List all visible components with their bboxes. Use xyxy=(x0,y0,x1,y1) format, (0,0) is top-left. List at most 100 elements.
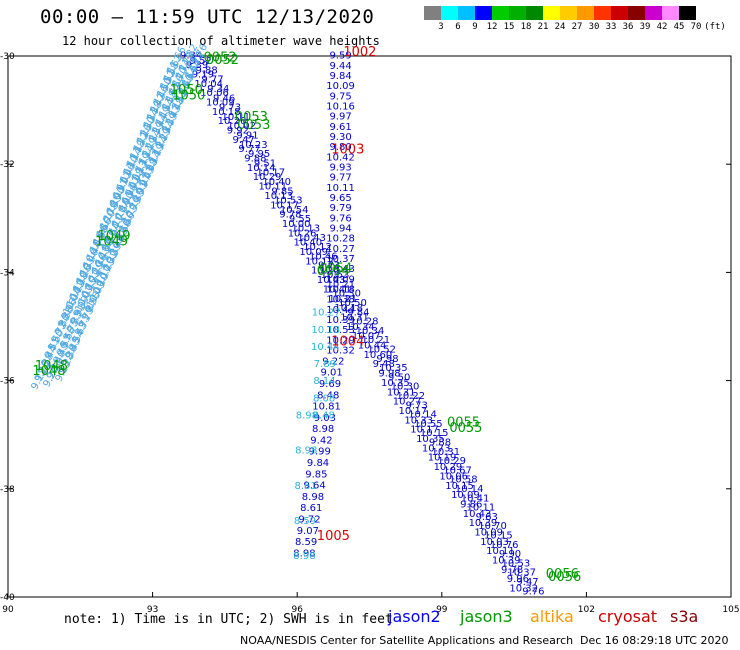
wave-height-value: 10.46 xyxy=(309,251,338,262)
wave-height-value: 9.86 xyxy=(460,499,482,510)
wave-height-value: 9.47 xyxy=(516,577,538,588)
track-jason2: 9.529.889.779.349.469.7310.1110.029.9110… xyxy=(190,56,545,597)
wave-height-value: 10.18 xyxy=(212,107,241,118)
wave-height-value: 7.89 xyxy=(314,359,336,370)
wave-height-value: 10.29 xyxy=(434,462,463,473)
wave-height-value: 10.81 xyxy=(312,402,341,413)
pass-time-label: 1048 xyxy=(35,359,68,374)
wave-height-value: 9.93 xyxy=(329,163,351,174)
wave-height-value: 9.88 xyxy=(429,437,451,448)
wave-height-value: 10.17 xyxy=(270,200,299,211)
wave-height-value: 10.15 xyxy=(484,530,513,541)
footer-timestamp: Dec 16 08:29:18 UTC 2020 xyxy=(580,634,729,647)
wave-height-value: 10.11 xyxy=(221,112,250,123)
wave-height-value: 10.43 xyxy=(297,233,326,244)
wave-height-value: 10.27 xyxy=(393,397,422,408)
x-tick-label: 96 xyxy=(291,605,303,615)
track-jason3: 8.98 8.98 8.61 8.59 8.98 xyxy=(293,410,318,562)
wave-height-value: 9.77 xyxy=(238,144,260,155)
pass-time-label: 1005 xyxy=(317,529,350,544)
x-tick-label: 105 xyxy=(722,605,739,615)
wave-height-value: 10.35 xyxy=(416,434,445,445)
wave-height-value: 9.76 xyxy=(329,213,351,224)
wave-height-value: 9.39 xyxy=(186,60,208,71)
wave-height-value: 10.28 xyxy=(350,317,379,328)
x-tick-label: 102 xyxy=(578,605,595,615)
wave-height-value: 10.53 xyxy=(274,196,303,207)
wave-height-value: 9.52 xyxy=(190,56,212,67)
plot-border xyxy=(7,55,732,598)
wave-height-value: 10.15 xyxy=(445,481,474,492)
wave-height-value: 10.15 xyxy=(420,428,449,439)
legend-item-altika: altika xyxy=(530,607,574,626)
color-scale-label: 18 xyxy=(520,22,532,32)
color-swatch xyxy=(526,6,543,20)
wave-height-value: 8.14 xyxy=(313,376,335,387)
wave-height-value: 9.03 xyxy=(314,413,336,424)
pass-time-label: 1003 xyxy=(331,142,364,157)
wave-height-value: 10.19 xyxy=(428,453,457,464)
wave-height-value: 10.40 xyxy=(294,238,323,249)
wave-height-value: 10.32 xyxy=(509,584,538,595)
wave-height-value: 9.65 xyxy=(329,193,351,204)
track-jason2: 9.349.399.1910.0410.0610.0910.1810.269.9… xyxy=(180,51,538,595)
color-scale-label: 45 xyxy=(673,22,685,32)
pass-time-label: 1050 xyxy=(172,88,205,103)
wave-height-value: 10.06 xyxy=(439,471,468,482)
color-scale-label: 6 xyxy=(455,22,461,32)
wave-height-value: 10.14 xyxy=(247,163,276,174)
pass-time-label: 0055 xyxy=(449,421,482,436)
wave-height-value: 10.40 xyxy=(262,177,291,188)
wave-height-value: 10.38 xyxy=(326,295,355,306)
color-scale-label: 39 xyxy=(639,22,651,32)
wave-height-value: 10.63 xyxy=(321,270,350,281)
y-tick-label: -34 xyxy=(0,268,15,278)
track-jason2: 9.599.449.8410.099.7510.169.979.619.309.… xyxy=(326,51,355,357)
wave-height-value: 9.90 xyxy=(499,549,521,560)
pass-time-label: 1049 xyxy=(97,229,130,244)
wave-height-value: 10.42 xyxy=(326,152,355,163)
color-swatch xyxy=(611,6,628,20)
wave-height-value: 9.91 xyxy=(236,131,258,142)
chart-title: 00:00 – 11:59 UTC 12/13/2020 xyxy=(40,6,375,28)
wave-height-value: 10.50 xyxy=(338,298,367,309)
wave-height-value: 10.29 xyxy=(253,172,282,183)
color-swatch xyxy=(543,6,560,20)
wave-height-value: 10.37 xyxy=(507,568,536,579)
wave-height-value: 9.79 xyxy=(329,203,351,214)
wave-height-value: 10.44 xyxy=(358,341,387,352)
wave-height-value: 9.55 xyxy=(289,214,311,225)
legend-item-jason2: jason2 xyxy=(388,607,441,626)
wave-height-value: 8.98 xyxy=(293,548,315,559)
wave-height-value: 10.09 xyxy=(206,97,235,108)
wave-height-value: 8.08 xyxy=(313,393,335,404)
wave-height-value: 9.42 xyxy=(310,435,332,446)
wave-height-value: 9.19 xyxy=(192,69,214,80)
wave-height-value: 10.09 xyxy=(299,247,328,258)
wave-height-value: 9.44 xyxy=(329,61,351,72)
color-scale-label: 9 xyxy=(472,22,478,32)
wave-height-value: 9.48 xyxy=(373,359,395,370)
wave-height-value: 8.98 xyxy=(296,410,318,421)
wave-height-value: 10.09 xyxy=(451,490,480,501)
color-swatch xyxy=(577,6,594,20)
wave-height-value: 10.11 xyxy=(326,183,355,194)
wave-height-value: 9.63 xyxy=(476,512,498,523)
wave-height-value: 10.13 xyxy=(264,191,293,202)
chart-subtitle: 12 hour collection of altimeter wave hei… xyxy=(62,34,380,48)
pass-time-label: 1050 xyxy=(170,83,203,98)
wave-height-value: 9.78 xyxy=(501,565,523,576)
wave-height-value: 10.43 xyxy=(326,264,355,275)
wave-height-value: 10.43 xyxy=(463,509,492,520)
color-scale-label: 15 xyxy=(503,22,515,32)
wave-height-value: 10.41 xyxy=(323,284,352,295)
x-tick-label: 99 xyxy=(436,605,448,615)
pass-time-label: 0053 xyxy=(235,110,268,125)
pass-time-label: 0053 xyxy=(237,118,270,133)
wave-height-value: 9.84 xyxy=(329,71,351,82)
y-tick-label: -36 xyxy=(0,377,15,387)
wave-height-value: 10.76 xyxy=(490,540,519,551)
axis-ticks: 90 93 96 99 102 105 -30 -32 -34 -36 -38 -40 xyxy=(0,52,740,615)
wave-height-value: 9.73 xyxy=(406,400,428,411)
y-tick-label: -40 xyxy=(0,593,15,603)
